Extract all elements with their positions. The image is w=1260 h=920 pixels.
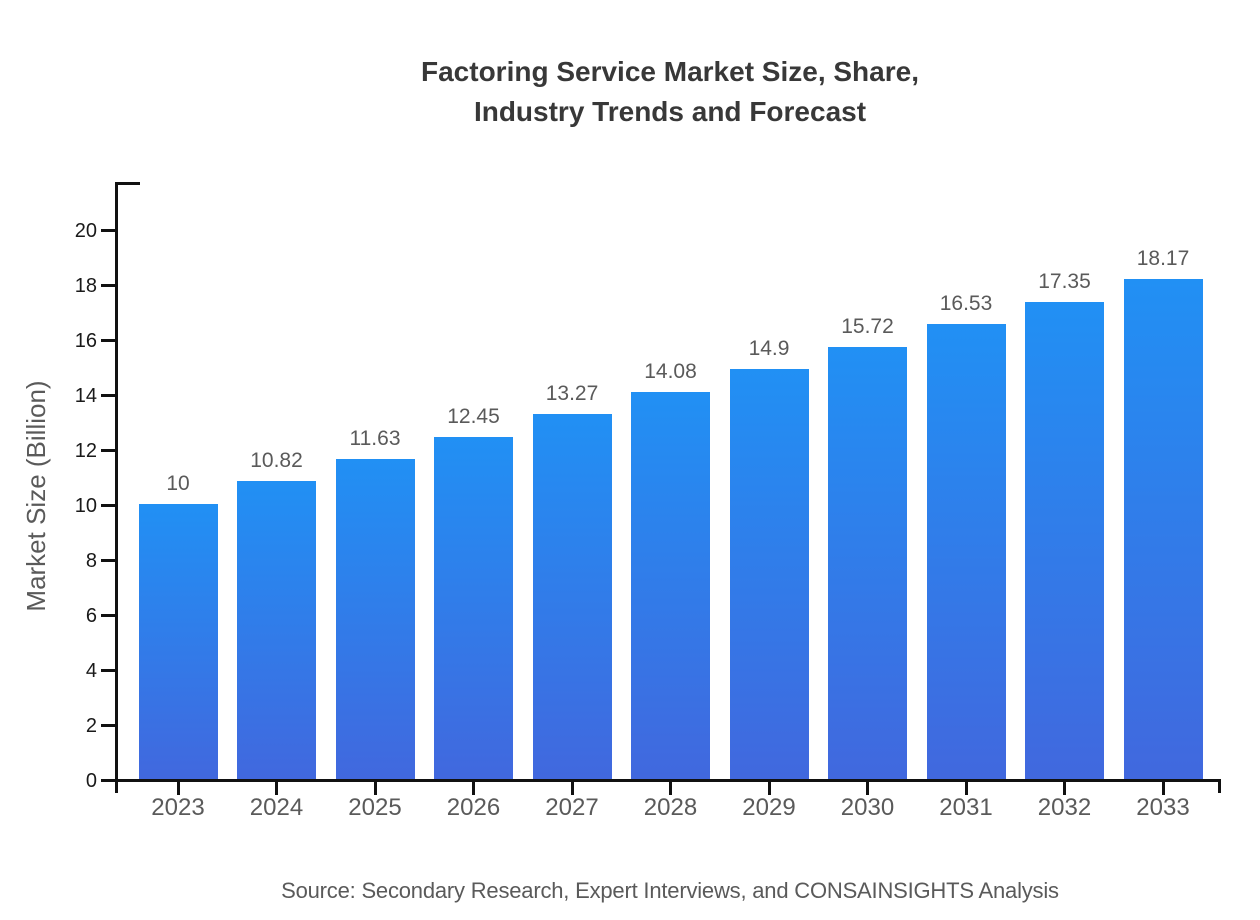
y-tick-mark [101, 504, 115, 507]
bar-2030 [828, 346, 907, 779]
bar-2031 [926, 324, 1006, 779]
bar-2028 [631, 391, 710, 779]
bar-value-label: 10.82 [250, 449, 303, 473]
bar-value-label: 14.9 [748, 337, 790, 361]
x-tick-mark [570, 782, 574, 795]
y-tick-label: 4 [85, 659, 97, 682]
source-note: Source: Secondary Research, Expert Inter… [281, 878, 1059, 903]
bar-value-label: 13.27 [545, 382, 599, 406]
bar-value-label: 14.08 [644, 359, 697, 383]
y-tick-label: 0 [85, 769, 97, 792]
y-tick-label: 8 [85, 549, 97, 572]
x-tick-mark [1063, 782, 1066, 795]
y-tick-mark [101, 779, 115, 782]
bar-value-label: 12.45 [447, 404, 500, 428]
bar-value-label: 10 [166, 472, 190, 495]
y-tick-mark [101, 449, 115, 452]
x-tick-label: 2032 [1037, 794, 1092, 821]
x-tick-mark [866, 782, 869, 795]
y-tick-mark [101, 669, 115, 672]
x-tick-mark [1161, 782, 1165, 795]
x-tick-label: 2029 [742, 794, 796, 821]
x-tick-label: 2033 [1136, 794, 1190, 821]
x-tick-mark [176, 782, 180, 795]
y-tick-label: 16 [74, 329, 97, 352]
bar-2025 [335, 459, 415, 779]
bar-2023 [138, 504, 218, 779]
x-tick-label: 2027 [545, 794, 599, 821]
y-tick-label: 12 [74, 439, 97, 462]
bar-value-label: 15.72 [841, 314, 894, 338]
bar-2033 [1123, 279, 1203, 779]
y-tick-label: 2 [85, 714, 97, 737]
x-tick-label: 2026 [446, 794, 501, 821]
y-tick-mark [101, 339, 115, 342]
x-tick-label: 2024 [249, 794, 304, 821]
y-tick-label: 6 [85, 604, 97, 627]
y-tick-mark [101, 724, 115, 727]
x-tick-mark [472, 782, 475, 795]
y-axis-spine [115, 182, 118, 793]
chart-title-line-1: Factoring Service Market Size, Share, [421, 56, 919, 87]
x-tick-mark [767, 782, 771, 795]
x-tick-mark [964, 782, 968, 795]
x-axis-end-cap [1218, 779, 1221, 793]
bar-value-label: 16.53 [939, 292, 993, 316]
y-tick-label: 18 [74, 274, 97, 297]
y-tick-label: 14 [74, 384, 97, 407]
y-tick-mark [101, 614, 115, 617]
y-tick-mark [101, 559, 115, 562]
bar-value-label: 17.35 [1038, 269, 1091, 293]
chart-title: Factoring Service Market Size, Share, In… [80, 52, 1260, 132]
bar-2027 [532, 414, 612, 779]
x-tick-label: 2023 [151, 794, 205, 821]
x-tick-mark [275, 782, 278, 795]
y-tick-mark [101, 394, 115, 397]
bar-value-label: 18.17 [1136, 247, 1190, 271]
y-tick-label: 20 [74, 219, 97, 242]
bar-2026 [434, 436, 513, 779]
x-tick-label: 2031 [939, 794, 993, 821]
y-axis-top-cap [115, 182, 140, 185]
x-tick-mark [669, 782, 672, 795]
bar-2029 [729, 369, 809, 779]
y-tick-label: 10 [74, 494, 97, 517]
y-tick-mark [101, 284, 115, 287]
x-axis-spine [115, 779, 1221, 782]
bar-2032 [1025, 301, 1104, 779]
x-tick-label: 2025 [348, 794, 402, 821]
x-tick-label: 2030 [840, 794, 895, 821]
chart-title-line-2: Industry Trends and Forecast [473, 96, 867, 127]
bar-2024 [237, 481, 316, 779]
x-tick-label: 2028 [643, 794, 698, 821]
x-tick-mark [373, 782, 377, 795]
bar-value-label: 11.63 [349, 427, 401, 451]
y-tick-mark [101, 229, 115, 232]
